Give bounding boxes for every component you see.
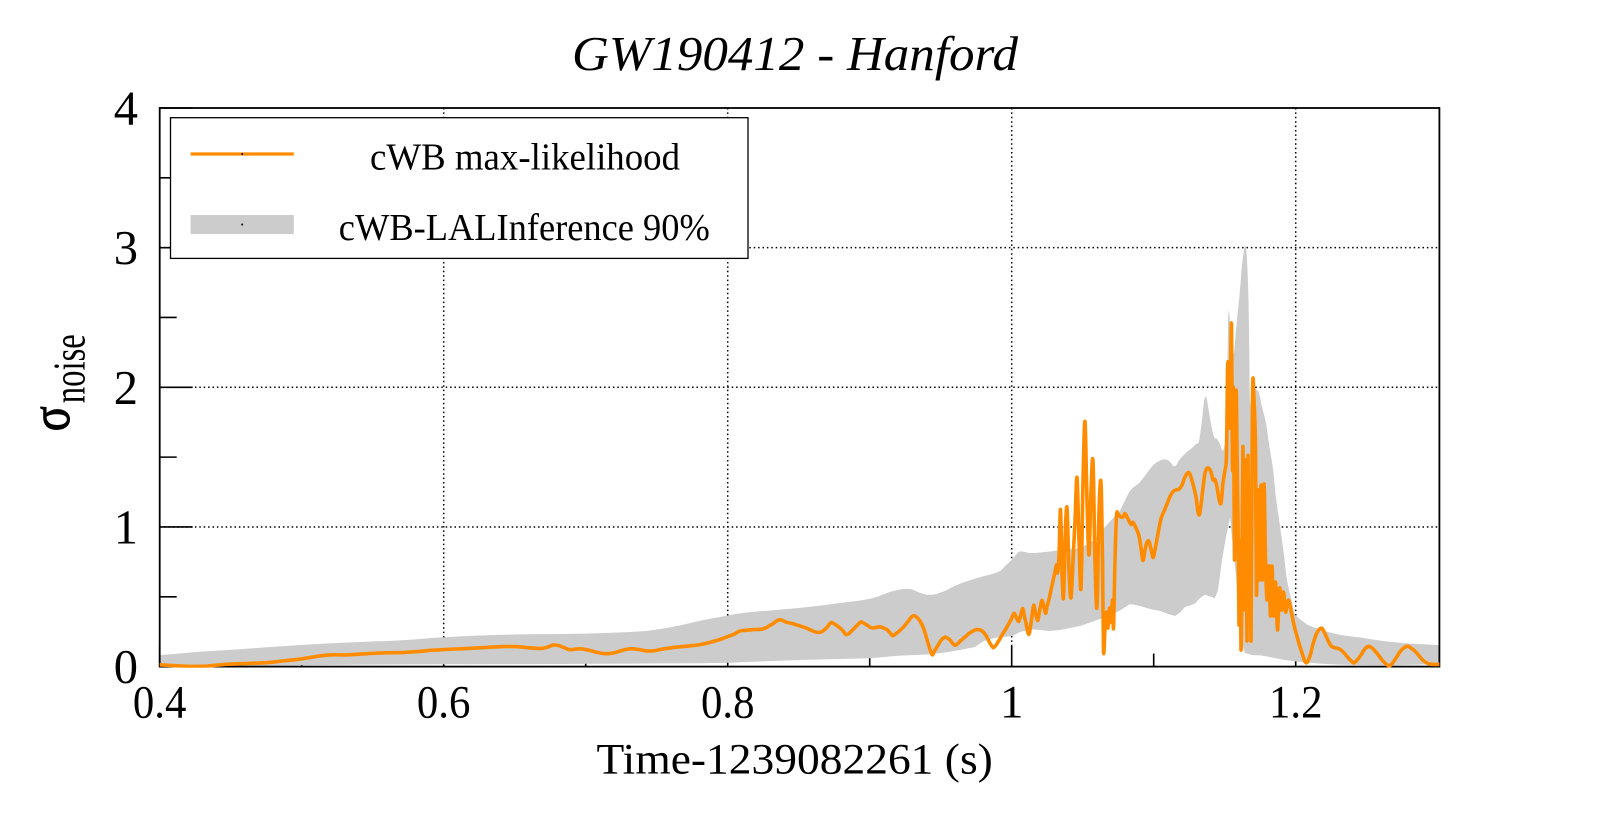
svg-text:1: 1 — [114, 502, 138, 555]
svg-text:0: 0 — [114, 641, 138, 694]
svg-text:cWB max-likelihood: cWB max-likelihood — [370, 137, 680, 179]
svg-text:cWB-LALInference 90%: cWB-LALInference 90% — [339, 207, 710, 249]
svg-text:GW190412 - Hanford: GW190412 - Hanford — [572, 28, 1019, 81]
svg-text:0.4: 0.4 — [133, 676, 187, 728]
svg-text:0.6: 0.6 — [417, 676, 471, 728]
svg-text:1.2: 1.2 — [1269, 676, 1323, 728]
svg-text:σnoise: σnoise — [20, 334, 95, 431]
svg-text:3: 3 — [114, 222, 138, 275]
svg-text:1: 1 — [1000, 676, 1024, 728]
svg-text:4: 4 — [114, 83, 138, 136]
svg-text:Time-1239082261 (s): Time-1239082261 (s) — [597, 736, 993, 784]
svg-text:2: 2 — [114, 362, 138, 415]
svg-text:0.8: 0.8 — [701, 676, 755, 728]
